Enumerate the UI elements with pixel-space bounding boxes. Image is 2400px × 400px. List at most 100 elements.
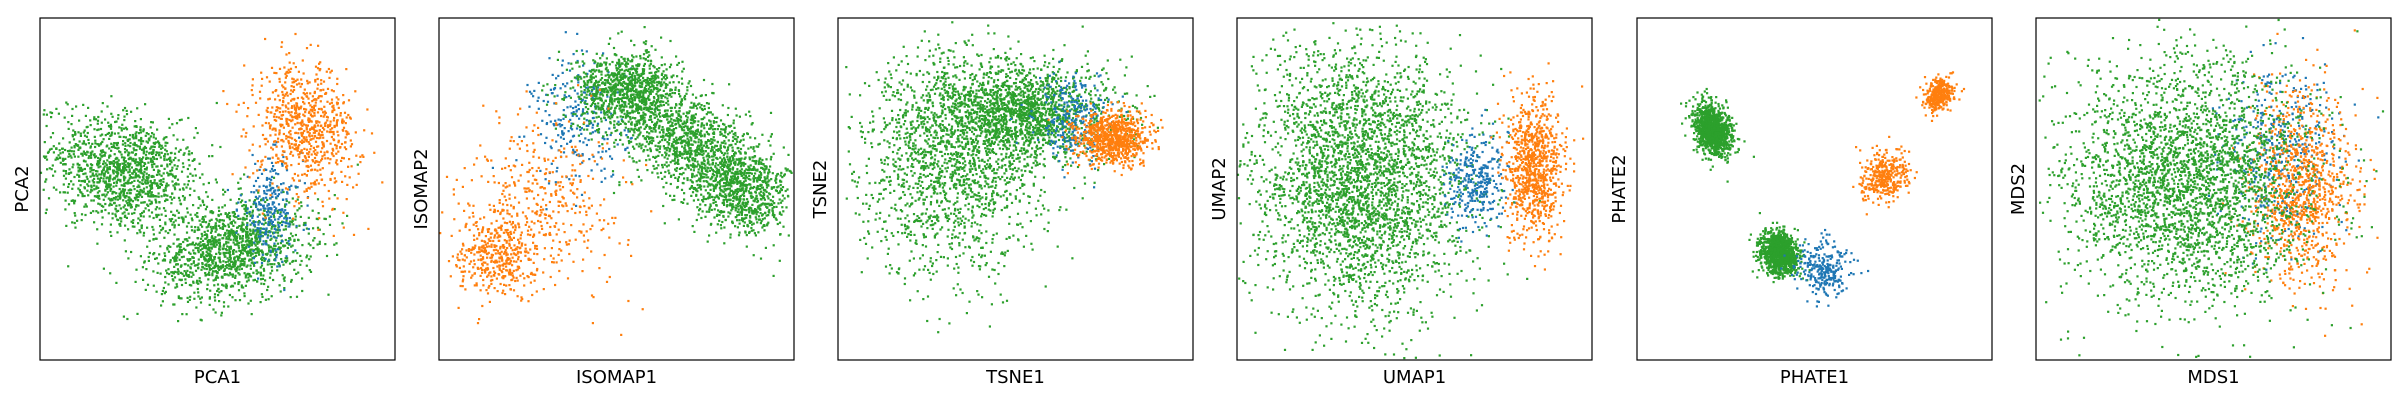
scatter-point: [198, 243, 200, 245]
scatter-point: [228, 226, 230, 228]
scatter-point: [608, 148, 610, 150]
scatter-point: [290, 68, 292, 70]
scatter-point: [275, 239, 277, 241]
scatter-point: [65, 170, 67, 172]
scatter-point: [323, 218, 325, 220]
scatter-point: [533, 90, 535, 92]
scatter-point: [316, 88, 318, 90]
scatter-point: [187, 146, 189, 148]
scatter-point: [110, 128, 112, 130]
scatter-point: [288, 223, 290, 225]
scatter-point: [575, 175, 577, 177]
scatter-point: [269, 277, 271, 279]
scatter-point: [586, 84, 588, 86]
scatter-point: [268, 122, 270, 124]
scatter-point: [267, 224, 269, 226]
scatter-point: [256, 273, 258, 275]
scatter-point: [67, 186, 69, 188]
scatter-point: [218, 246, 220, 248]
scatter-point: [133, 149, 135, 151]
scatter-point: [155, 138, 157, 140]
scatter-point: [601, 120, 603, 122]
scatter-point: [326, 119, 328, 121]
scatter-point: [556, 167, 558, 169]
scatter-point: [169, 163, 171, 165]
scatter-point: [229, 255, 231, 257]
scatter-point: [191, 152, 193, 154]
scatter-point: [267, 158, 269, 160]
scatter-point: [273, 202, 275, 204]
scatter-point: [121, 127, 123, 129]
scatter-point: [274, 113, 276, 115]
scatter-point: [286, 218, 288, 220]
scatter-point: [140, 215, 142, 217]
scatter-point: [570, 140, 572, 142]
scatter-point: [647, 84, 649, 86]
scatter-point: [129, 171, 131, 173]
scatter-point: [195, 174, 197, 176]
scatter-point: [110, 143, 112, 145]
scatter-point: [325, 93, 327, 95]
scatter-point: [247, 207, 249, 209]
scatter-point: [271, 168, 273, 170]
scatter-point: [550, 89, 552, 91]
scatter-point: [681, 157, 683, 159]
scatter-point: [355, 155, 357, 157]
scatter-point: [306, 92, 308, 94]
scatter-point: [603, 138, 605, 140]
scatter-point: [149, 240, 151, 242]
scatter-point: [171, 198, 173, 200]
scatter-point: [163, 137, 165, 139]
scatter-point: [634, 110, 636, 112]
scatter-point: [305, 109, 307, 111]
scatter-point: [93, 185, 95, 187]
scatter-point: [109, 135, 111, 137]
scatter-point: [270, 194, 272, 196]
scatter-point: [98, 166, 100, 168]
scatter-point: [54, 170, 56, 172]
scatter-point: [164, 145, 166, 147]
scatter-point: [262, 197, 264, 199]
scatter-point: [556, 170, 558, 172]
scatter-point: [163, 207, 165, 209]
scatter-point: [97, 116, 99, 118]
scatter-point: [298, 156, 300, 158]
scatter-point: [266, 193, 268, 195]
scatter-point: [144, 260, 146, 262]
scatter-point: [555, 128, 557, 130]
scatter-point: [681, 70, 683, 72]
scatter-point: [235, 244, 237, 246]
scatter-point: [571, 80, 573, 82]
scatter-point: [270, 220, 272, 222]
scatter-point: [74, 215, 76, 217]
scatter-point: [188, 150, 190, 152]
scatter-point: [610, 134, 612, 136]
scatter-point: [562, 60, 564, 62]
scatter-point: [631, 78, 633, 80]
scatter-point: [242, 235, 244, 237]
scatter-point: [182, 166, 184, 168]
scatter-point: [358, 173, 360, 175]
scatter-point: [322, 167, 324, 169]
scatter-point: [110, 235, 112, 237]
scatter-point: [538, 108, 540, 110]
scatter-point: [109, 180, 111, 182]
scatter-point: [630, 88, 632, 90]
scatter-point: [143, 175, 145, 177]
scatter-point: [601, 143, 603, 145]
scatter-point: [333, 139, 335, 141]
scatter-point: [255, 237, 257, 239]
scatter-point: [261, 78, 263, 80]
scatter-point: [611, 102, 613, 104]
scatter-point: [334, 126, 336, 128]
scatter-point: [157, 169, 159, 171]
scatter-point: [307, 153, 309, 155]
scatter-point: [363, 129, 365, 131]
scatter-point: [129, 134, 131, 136]
scatter-point: [276, 269, 278, 271]
scatter-point: [95, 188, 97, 190]
scatter-point: [153, 217, 155, 219]
scatter-point: [189, 258, 191, 260]
scatter-point: [293, 179, 295, 181]
scatter-point: [280, 211, 282, 213]
